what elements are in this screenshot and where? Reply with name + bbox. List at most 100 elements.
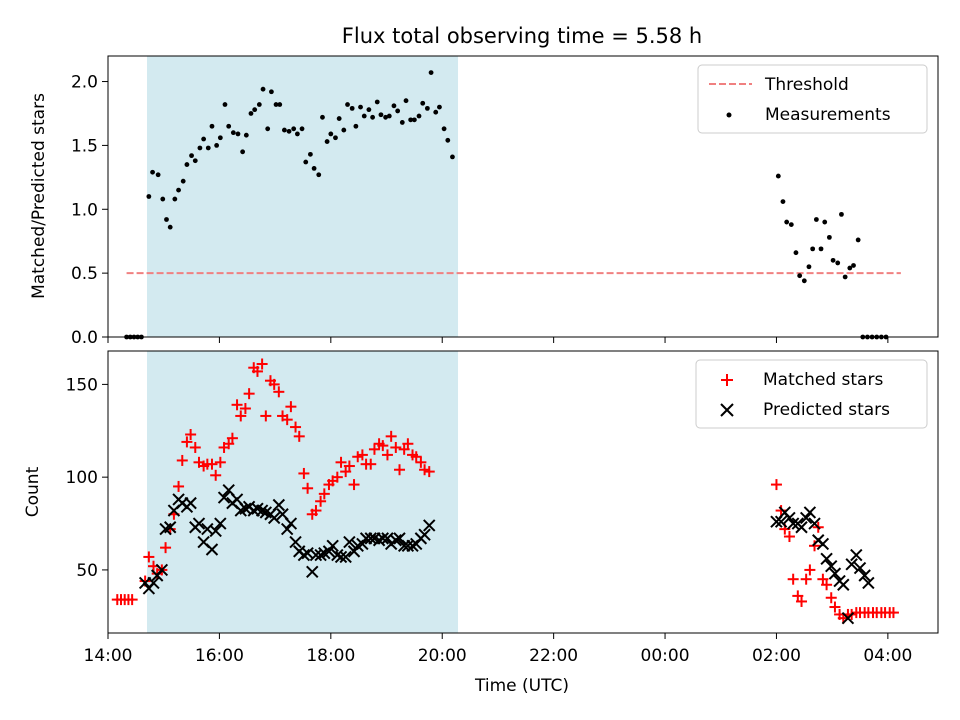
measurement-point xyxy=(818,246,824,252)
measurement-point xyxy=(146,194,152,199)
measurement-point xyxy=(307,151,313,157)
legend-predicted-label: Predicted stars xyxy=(763,400,890,420)
measurement-point xyxy=(291,126,297,132)
measurement-point xyxy=(164,217,169,222)
predicted-star-marker xyxy=(155,563,169,577)
x-tick-label: 22:00 xyxy=(529,646,578,666)
top-y-tick-label: 2.0 xyxy=(71,73,98,93)
matched-star-marker xyxy=(226,432,238,444)
top-observing-span xyxy=(146,56,459,337)
matched-star-marker xyxy=(792,590,804,602)
matched-star-marker xyxy=(239,403,251,415)
predicted-star-marker xyxy=(267,511,281,525)
x-tick-label: 14:00 xyxy=(84,646,133,666)
top-legend: Threshold Measurements xyxy=(697,64,928,134)
measurement-point xyxy=(243,132,249,138)
top-panel: Flux total observing time = 5.58 h 0.0 0.… xyxy=(29,24,939,348)
matched-star-marker xyxy=(214,456,226,468)
matched-star-marker xyxy=(787,573,799,585)
legend-measurements-swatch xyxy=(726,112,732,118)
measurement-point xyxy=(150,169,155,175)
measurement-point xyxy=(184,162,190,167)
matched-star-marker xyxy=(800,573,812,585)
predicted-star-marker xyxy=(314,548,327,562)
predicted-star-marker xyxy=(774,515,788,528)
matched-star-marker xyxy=(293,430,305,442)
bottom-y-tick-label: 100 xyxy=(66,468,98,488)
bottom-legend: Matched stars Predicted stars xyxy=(695,359,928,429)
measurement-point xyxy=(408,117,414,123)
matched-star-marker xyxy=(796,595,808,607)
predicted-star-marker xyxy=(326,539,339,553)
bottom-y-tick-label: 150 xyxy=(66,375,98,395)
legend-predicted-swatch xyxy=(720,403,734,417)
matched-star-marker xyxy=(423,466,435,478)
matched-star-marker xyxy=(126,594,138,606)
predicted-star-marker xyxy=(280,522,294,536)
measurement-point xyxy=(345,102,350,107)
predicted-star-marker xyxy=(841,611,855,625)
predicted-star-marker xyxy=(376,532,390,545)
measurement-point xyxy=(328,131,334,137)
predicted-star-marker xyxy=(853,561,867,575)
bottom-y-tick-label: 50 xyxy=(76,561,98,581)
measurement-point xyxy=(835,260,841,266)
measurement-point xyxy=(361,113,367,119)
measurement-point xyxy=(240,149,246,155)
measurement-point xyxy=(341,127,347,133)
matched-star-marker xyxy=(298,467,310,479)
measurement-point xyxy=(386,113,392,119)
measurement-point xyxy=(235,131,241,137)
top-y-tick-label: 1.0 xyxy=(71,200,98,220)
matched-star-marker xyxy=(817,573,829,585)
measurement-point xyxy=(260,86,266,92)
matched-star-marker xyxy=(335,456,347,468)
measurement-point xyxy=(358,104,363,110)
measurement-point xyxy=(450,154,455,160)
predicted-star-marker xyxy=(343,535,356,549)
matched-star-marker xyxy=(235,410,247,422)
measurement-point xyxy=(822,219,828,225)
matched-star-marker xyxy=(809,540,821,552)
legend-matched-label: Matched stars xyxy=(763,370,883,390)
matched-star-marker xyxy=(273,386,285,398)
legend-threshold-label: Threshold xyxy=(764,75,849,95)
matched-star-marker xyxy=(243,388,255,400)
measurement-point xyxy=(333,135,338,141)
matched-star-marker xyxy=(223,438,235,450)
measurement-point xyxy=(281,127,287,133)
bottom-observing-span xyxy=(146,351,459,633)
measurement-point xyxy=(855,237,861,243)
matched-star-marker xyxy=(290,421,302,433)
predicted-star-marker xyxy=(850,548,863,562)
measurement-point xyxy=(214,143,220,148)
measurement-point xyxy=(167,224,173,230)
matched-star-marker xyxy=(231,399,243,411)
measurement-point xyxy=(775,173,781,179)
measurement-point xyxy=(324,139,330,144)
measurement-point xyxy=(370,114,375,120)
measurement-point xyxy=(269,89,274,95)
matched-star-marker xyxy=(390,441,402,453)
predicted-star-marker xyxy=(799,511,813,525)
predicted-star-marker xyxy=(389,534,403,547)
measurement-point xyxy=(160,196,166,202)
bottom-panel: 50 100 150 14:00 16:00 18:00 20:00 22:00 00:00 0… xyxy=(23,350,939,696)
predicted-star-marker xyxy=(783,511,796,525)
matched-star-marker xyxy=(343,460,355,472)
top-y-tick-label: 1.5 xyxy=(71,136,98,156)
legend-measurements-label: Measurements xyxy=(765,105,891,125)
predicted-star-marker xyxy=(845,558,858,571)
matched-star-marker xyxy=(285,401,297,413)
predicted-star-marker xyxy=(297,548,311,562)
matched-star-marker xyxy=(318,488,330,500)
measurement-point xyxy=(189,153,194,159)
top-y-tick-label: 0.5 xyxy=(71,264,98,284)
predicted-star-marker xyxy=(837,578,850,591)
measurement-point xyxy=(842,274,848,280)
matched-star-marker xyxy=(181,436,193,448)
measurement-point xyxy=(316,172,322,178)
matched-star-marker xyxy=(402,438,414,450)
predicted-star-marker xyxy=(803,506,817,519)
x-tick-label: 18:00 xyxy=(306,646,355,666)
